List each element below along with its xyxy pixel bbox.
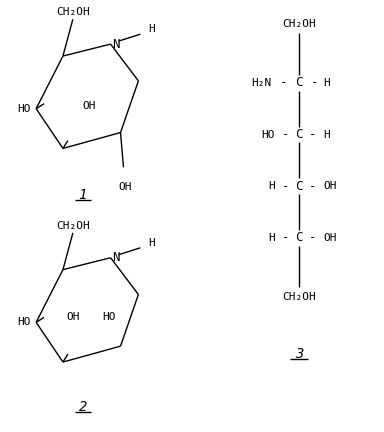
Text: OH: OH	[119, 182, 132, 192]
Text: -: -	[310, 232, 317, 245]
Text: CH₂OH: CH₂OH	[282, 19, 316, 29]
Text: 2: 2	[79, 400, 87, 414]
Text: 1: 1	[79, 188, 87, 202]
Text: OH: OH	[323, 181, 336, 191]
Text: C: C	[295, 232, 303, 245]
Text: H: H	[148, 24, 155, 34]
Text: H₂N: H₂N	[251, 78, 271, 88]
Text: OH: OH	[82, 101, 96, 111]
Text: -: -	[280, 76, 287, 89]
Text: HO: HO	[18, 104, 31, 114]
Text: -: -	[281, 232, 289, 245]
Text: CH₂OH: CH₂OH	[56, 7, 90, 17]
Text: N: N	[113, 38, 120, 51]
Text: OH: OH	[323, 233, 336, 243]
Text: HO: HO	[18, 318, 31, 327]
Text: H: H	[323, 130, 330, 140]
Text: HO: HO	[102, 312, 115, 322]
Text: -: -	[310, 180, 317, 193]
Text: H: H	[269, 233, 275, 243]
Text: N: N	[113, 251, 120, 264]
Text: H: H	[269, 181, 275, 191]
Text: C: C	[295, 76, 303, 89]
Text: H: H	[323, 78, 330, 88]
Text: C: C	[295, 180, 303, 193]
Text: OH: OH	[66, 312, 79, 322]
Text: -: -	[281, 180, 289, 193]
Text: CH₂OH: CH₂OH	[56, 221, 90, 231]
Text: 3: 3	[295, 347, 303, 361]
Text: -: -	[281, 128, 289, 141]
Text: H: H	[148, 238, 155, 248]
Text: -: -	[310, 128, 317, 141]
Text: HO: HO	[261, 130, 275, 140]
Text: -: -	[311, 76, 319, 89]
Text: CH₂OH: CH₂OH	[282, 292, 316, 302]
Text: C: C	[295, 128, 303, 141]
